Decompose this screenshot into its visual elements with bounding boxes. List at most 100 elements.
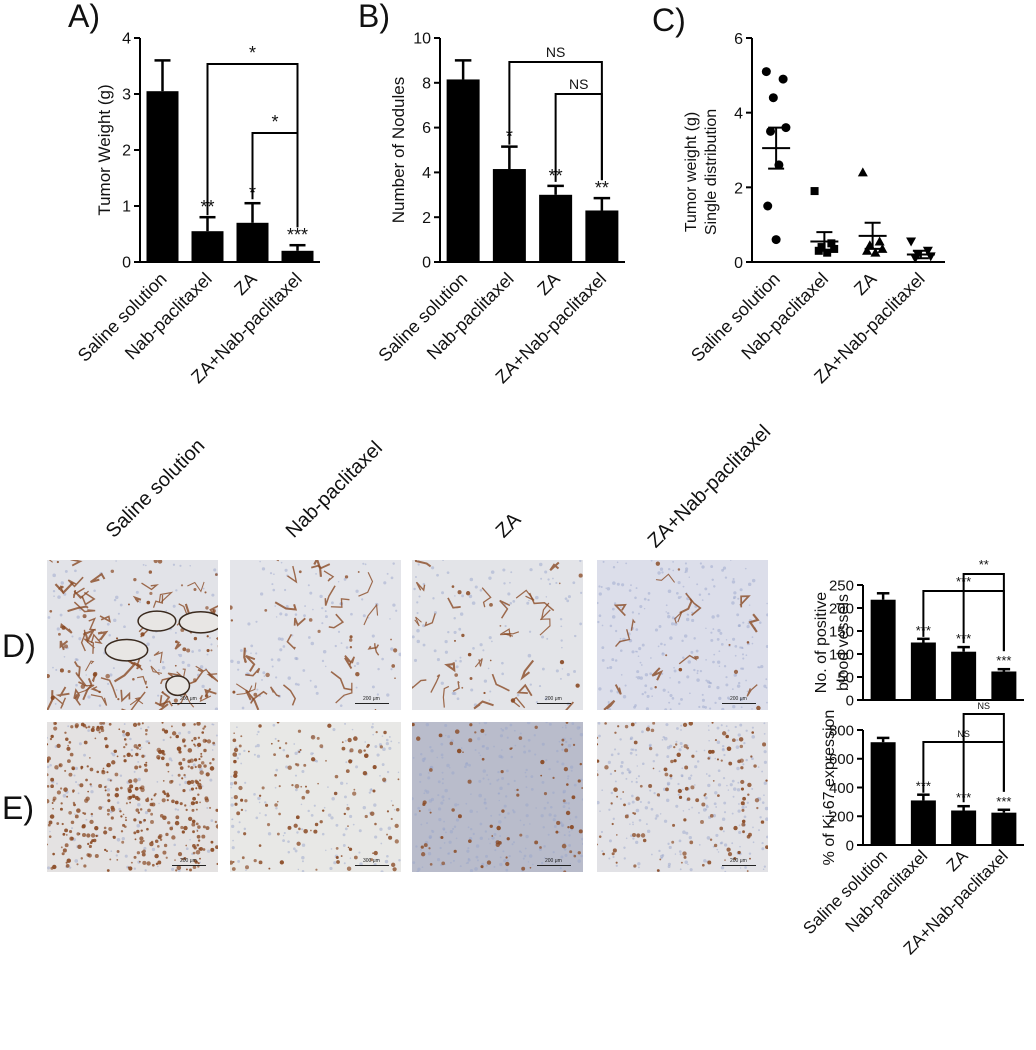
significance-bracket	[962, 573, 1005, 652]
y-tick-label: 4	[734, 106, 743, 123]
y-tick-label: 4	[422, 165, 431, 182]
micrograph-e-nab: 300 μm	[230, 722, 401, 872]
data-point	[906, 237, 917, 247]
bar	[870, 599, 896, 700]
scale-bar	[172, 703, 206, 704]
data-point	[766, 126, 776, 136]
micrograph-d-combo: 200 μm	[597, 560, 768, 710]
scale-bar-label: 200 μm	[180, 696, 197, 702]
data-point	[768, 93, 778, 103]
tissue-image	[597, 722, 768, 872]
y-axis-label: No. of positive	[813, 592, 830, 693]
y-tick-label: 2	[734, 180, 743, 197]
scale-bar	[537, 865, 571, 866]
bracket-label: NS	[977, 701, 990, 711]
y-axis-label: % of Ki-67 expression	[821, 710, 838, 866]
tissue-image	[412, 722, 583, 872]
y-tick-label: 150	[829, 623, 854, 640]
bar	[910, 800, 936, 845]
scale-bar-label: 200 μm	[180, 858, 197, 864]
data-point	[761, 67, 771, 77]
data-point	[830, 244, 839, 253]
panel-letter-c: C)	[652, 2, 686, 38]
data-point	[763, 201, 773, 211]
significance-bracket	[962, 713, 1005, 803]
bar	[146, 91, 179, 262]
y-tick-label: 0	[734, 255, 743, 272]
data-point	[810, 187, 819, 196]
bar	[910, 642, 936, 700]
bar	[991, 812, 1017, 845]
significance-bracket	[251, 132, 299, 228]
bracket-label: NS	[569, 76, 588, 92]
data-point	[781, 123, 791, 133]
y-tick-label: 100	[829, 646, 854, 663]
bar	[991, 671, 1017, 700]
scale-bar-label: 200 μm	[363, 696, 380, 702]
bar	[281, 250, 314, 262]
y-tick-label: 2	[122, 143, 131, 160]
y-tick-label: 0	[422, 255, 431, 272]
scale-bar-label: 200 μm	[730, 696, 747, 702]
micrograph-d-saline: 200 μm	[47, 560, 218, 710]
scale-bar-label: 200 μm	[545, 858, 562, 864]
tissue-image	[47, 722, 218, 872]
significance-mark: **	[595, 178, 609, 198]
bar	[870, 742, 896, 845]
data-point	[877, 243, 888, 253]
tissue-image	[412, 560, 583, 710]
data-point	[870, 247, 881, 257]
y-axis-label-2: Single distribution	[703, 109, 720, 235]
y-tick-label: 200	[829, 600, 854, 617]
micrograph-e-combo: 200 μm	[597, 722, 768, 872]
panel-letter-d: D)	[2, 628, 36, 664]
panel-letter-b: B)	[358, 0, 390, 34]
scale-bar	[355, 865, 389, 866]
scale-bar	[537, 703, 571, 704]
data-point	[778, 74, 788, 84]
bracket-label: **	[979, 557, 989, 572]
bracket-label: *	[271, 112, 278, 132]
y-axis-label: Number of Nodules	[389, 77, 408, 223]
panel-letter-a: A)	[68, 0, 100, 34]
data-point	[771, 235, 781, 245]
y-tick-label: 800	[829, 722, 854, 739]
y-tick-label: 400	[829, 780, 854, 797]
y-tick-label: 250	[829, 577, 854, 594]
micrograph-e-za: 200 μm	[412, 722, 583, 872]
panel-letter-e: E)	[2, 790, 34, 826]
data-point	[823, 248, 832, 257]
y-tick-label: 200	[829, 809, 854, 826]
micrograph-d-za: 200 μm	[412, 560, 583, 710]
data-point	[827, 239, 836, 248]
y-tick-label: 0	[122, 255, 131, 272]
scale-bar	[722, 703, 756, 704]
y-axis-label-2: blood vessels	[835, 594, 852, 691]
micrograph-d-nab: 200 μm	[230, 560, 401, 710]
bar	[236, 222, 269, 262]
tissue-image	[230, 722, 401, 872]
bar	[585, 210, 619, 262]
y-tick-label: 6	[422, 120, 431, 137]
y-axis-label: Tumor weight (g)	[683, 112, 700, 232]
significance-mark: ***	[996, 653, 1011, 668]
tissue-image	[597, 560, 768, 710]
bar	[446, 79, 480, 262]
scale-bar-label: 300 μm	[363, 858, 380, 864]
scale-bar	[355, 703, 389, 704]
data-point	[874, 236, 885, 246]
micrograph-e-saline: 200 μm	[47, 722, 218, 872]
y-tick-label: 0	[846, 837, 854, 854]
y-tick-label: 6	[734, 31, 743, 48]
bracket-label: NS	[546, 44, 565, 60]
bracket-label: *	[249, 43, 256, 63]
significance-bracket	[554, 93, 603, 182]
category-label: ZA	[943, 846, 972, 875]
bar	[191, 231, 224, 262]
bar	[492, 169, 526, 262]
scale-bar-label: 200 μm	[545, 696, 562, 702]
